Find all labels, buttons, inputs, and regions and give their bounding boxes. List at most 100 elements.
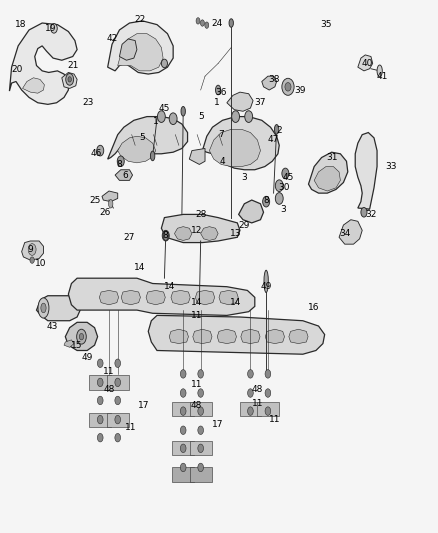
Ellipse shape (282, 168, 289, 179)
Ellipse shape (180, 389, 186, 397)
Text: 19: 19 (45, 24, 57, 33)
Ellipse shape (115, 359, 120, 368)
Text: 5: 5 (140, 133, 145, 142)
Polygon shape (148, 316, 325, 354)
Ellipse shape (79, 334, 84, 340)
Ellipse shape (117, 156, 124, 166)
Ellipse shape (97, 433, 103, 442)
Polygon shape (118, 34, 163, 71)
Text: 14: 14 (134, 263, 145, 272)
Ellipse shape (198, 463, 204, 472)
Ellipse shape (41, 303, 46, 313)
Ellipse shape (265, 389, 271, 397)
Polygon shape (62, 72, 77, 88)
Polygon shape (241, 329, 260, 344)
Text: 15: 15 (71, 341, 83, 350)
Ellipse shape (180, 463, 186, 472)
Ellipse shape (282, 78, 294, 95)
Polygon shape (10, 23, 77, 104)
Ellipse shape (265, 369, 271, 378)
Polygon shape (102, 191, 118, 201)
Polygon shape (172, 402, 194, 416)
Text: 9: 9 (28, 245, 33, 254)
Text: 30: 30 (278, 183, 290, 192)
Text: 34: 34 (339, 229, 350, 238)
Text: 37: 37 (255, 98, 266, 107)
Ellipse shape (229, 19, 233, 27)
Polygon shape (190, 467, 212, 482)
Ellipse shape (77, 329, 86, 344)
Ellipse shape (377, 65, 382, 77)
Polygon shape (107, 375, 129, 390)
Ellipse shape (162, 230, 169, 241)
Ellipse shape (285, 83, 291, 91)
Text: 48: 48 (191, 401, 202, 410)
Ellipse shape (109, 199, 113, 208)
Polygon shape (308, 152, 348, 193)
Text: 31: 31 (326, 153, 337, 162)
Text: 3: 3 (281, 205, 286, 214)
Text: 26: 26 (99, 208, 110, 217)
Polygon shape (265, 329, 285, 344)
Polygon shape (189, 149, 205, 165)
Text: 10: 10 (35, 260, 46, 268)
Text: 11: 11 (191, 380, 202, 389)
Text: 49: 49 (261, 282, 272, 291)
Text: 1: 1 (214, 98, 220, 107)
Polygon shape (172, 467, 194, 482)
Text: 11: 11 (269, 415, 281, 424)
Ellipse shape (30, 257, 34, 263)
Polygon shape (195, 290, 215, 305)
Ellipse shape (115, 396, 120, 405)
Polygon shape (89, 413, 111, 427)
Text: 14: 14 (230, 298, 241, 307)
Text: 36: 36 (215, 87, 227, 96)
Ellipse shape (232, 111, 240, 123)
Ellipse shape (198, 444, 204, 453)
Polygon shape (36, 296, 80, 321)
Ellipse shape (180, 426, 186, 434)
Ellipse shape (97, 396, 103, 405)
Ellipse shape (247, 369, 253, 378)
Ellipse shape (68, 77, 71, 82)
Polygon shape (262, 76, 277, 90)
Ellipse shape (205, 22, 209, 28)
Text: 11: 11 (103, 367, 115, 376)
Text: 8: 8 (263, 196, 269, 205)
Ellipse shape (276, 192, 283, 204)
Text: 41: 41 (377, 71, 389, 80)
Polygon shape (68, 278, 255, 316)
Text: 27: 27 (124, 233, 135, 242)
Ellipse shape (247, 407, 253, 415)
Text: 11: 11 (125, 423, 137, 432)
Polygon shape (201, 227, 218, 240)
Ellipse shape (97, 378, 103, 386)
Polygon shape (174, 227, 192, 240)
Text: 45: 45 (283, 173, 293, 182)
Polygon shape (89, 375, 111, 390)
Polygon shape (217, 329, 237, 344)
Text: 11: 11 (191, 311, 202, 320)
Ellipse shape (263, 196, 270, 207)
Ellipse shape (97, 415, 103, 424)
Text: 5: 5 (199, 112, 205, 121)
Polygon shape (115, 169, 133, 180)
Polygon shape (219, 290, 238, 305)
Polygon shape (22, 78, 44, 93)
Polygon shape (171, 290, 190, 305)
Polygon shape (64, 340, 74, 348)
Polygon shape (209, 130, 261, 166)
Polygon shape (107, 413, 129, 427)
Text: 38: 38 (268, 75, 279, 84)
Text: 18: 18 (14, 20, 26, 29)
Ellipse shape (97, 146, 104, 156)
Ellipse shape (169, 113, 177, 125)
Ellipse shape (66, 74, 74, 85)
Polygon shape (120, 39, 137, 60)
Text: 49: 49 (81, 353, 93, 362)
Text: 29: 29 (239, 221, 250, 230)
Text: 43: 43 (46, 321, 58, 330)
Text: 16: 16 (308, 303, 320, 312)
Polygon shape (121, 290, 141, 305)
Ellipse shape (181, 107, 185, 116)
